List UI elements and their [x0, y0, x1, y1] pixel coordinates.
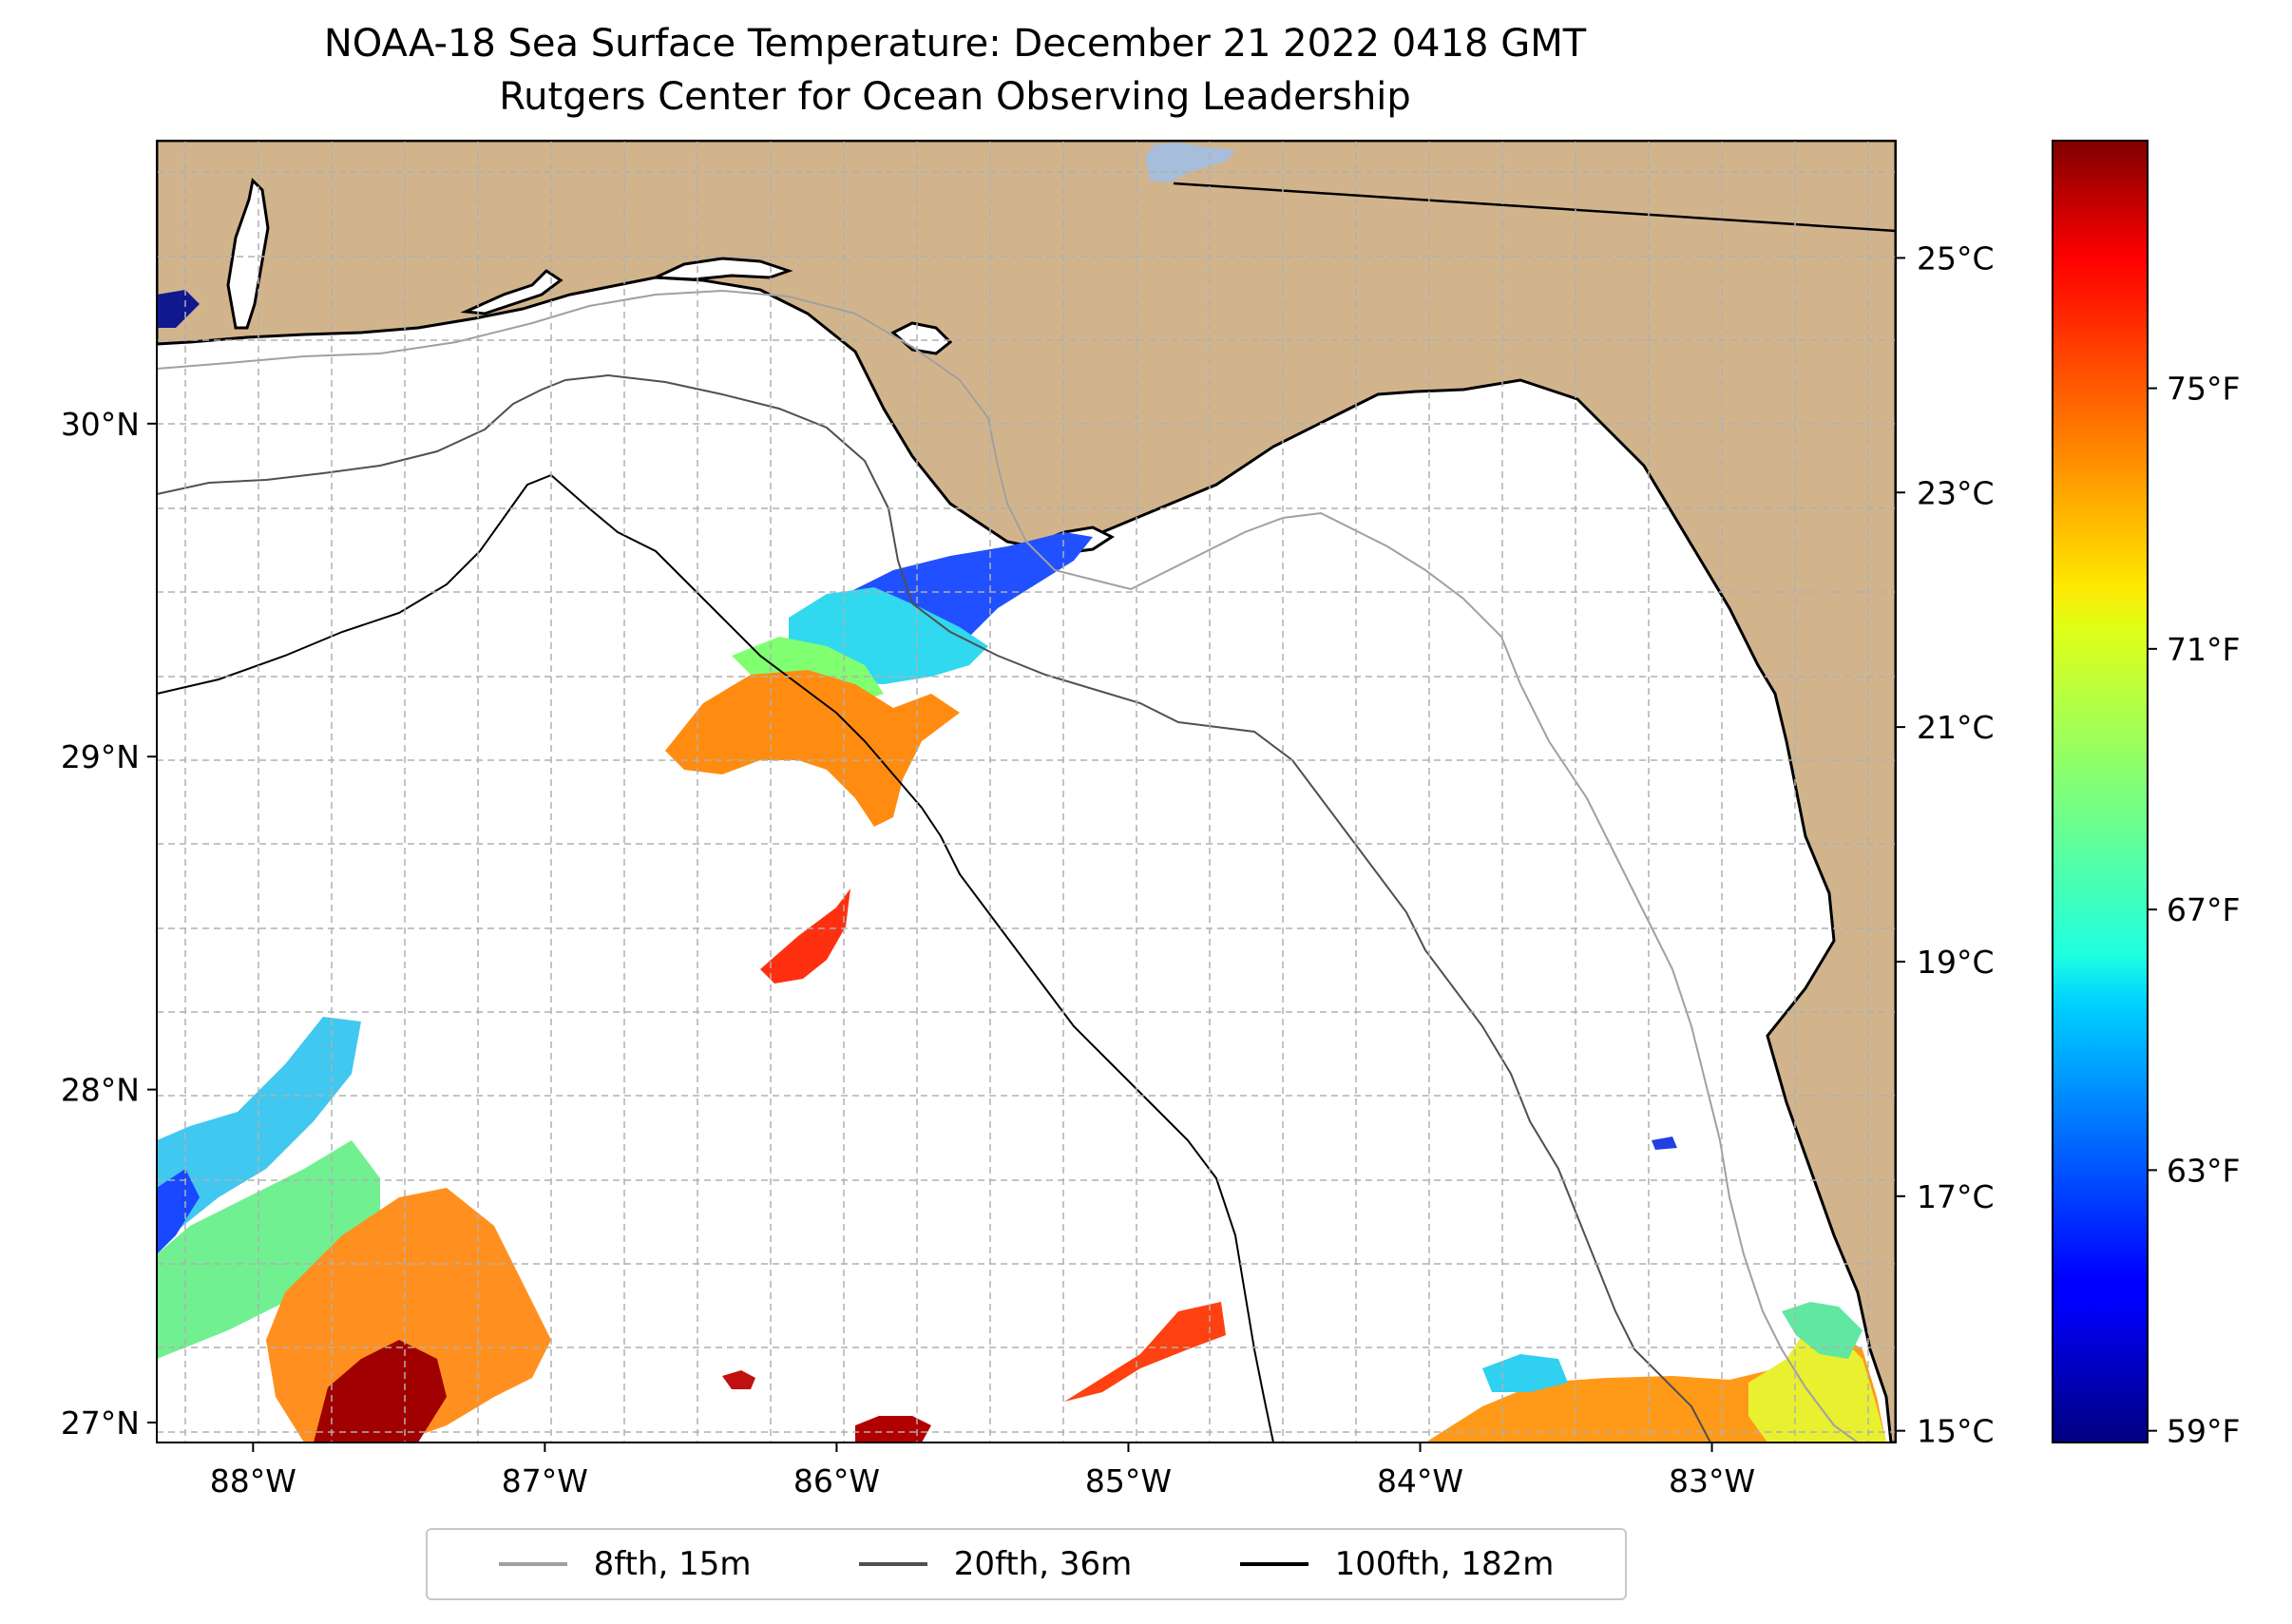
celsius-tick-label: 25°C	[1917, 239, 1995, 277]
gridlines	[157, 141, 1896, 1442]
mobile-bay	[226, 177, 270, 330]
celsius-tick-label: 21°C	[1917, 709, 1995, 746]
sst-patch-south-small	[855, 1416, 931, 1442]
st-andrews-bay	[890, 321, 953, 355]
fahrenheit-tick-label: 59°F	[2167, 1413, 2240, 1450]
map-title: NOAA-18 Sea Surface Temperature: Decembe…	[323, 22, 1587, 66]
lon-tick-label: 86°W	[793, 1462, 880, 1500]
sst-patch-south-streak	[1064, 1302, 1226, 1402]
lat-tick-label: 29°N	[61, 738, 140, 775]
celsius-tick-label: 17°C	[1917, 1178, 1995, 1215]
sst-patch-orange-north	[665, 670, 960, 827]
sst-patch-southwest-hot	[314, 1340, 447, 1442]
sst-patch-north-blue-bay	[157, 290, 200, 328]
state-boundary	[1173, 182, 1896, 233]
legend-label-100fth: 100fth, 182m	[1334, 1545, 1555, 1583]
fahrenheit-tick-label: 75°F	[2167, 371, 2240, 408]
legend-swatch-100fth	[1239, 1562, 1308, 1566]
choctawhatchee-bay	[655, 257, 793, 281]
sst-patch-red-streak	[760, 888, 850, 984]
inland-lake	[1145, 143, 1235, 182]
legend-label-8fth: 8fth, 15m	[593, 1545, 752, 1583]
sst-patch-southwest-green	[157, 1140, 380, 1359]
map-frame	[156, 140, 1897, 1443]
contour-8fth	[157, 289, 1859, 1442]
sst-patch-southeast-cyan	[1482, 1354, 1568, 1392]
fahrenheit-tick-label: 63°F	[2167, 1152, 2240, 1189]
lon-tick-label: 87°W	[502, 1462, 588, 1500]
legend-label-20fth: 20fth, 36m	[953, 1545, 1133, 1583]
legend-swatch-8fth	[498, 1562, 567, 1566]
sst-patch-southwest-warm	[266, 1188, 551, 1442]
celsius-tick-label: 23°C	[1917, 474, 1995, 511]
contour-legend: 8fth, 15m 20fth, 36m 100fth, 182m	[426, 1528, 1627, 1600]
fahrenheit-tick-label: 67°F	[2167, 891, 2240, 928]
colorbar-celsius-axis: 15°C 17°C 19°C 21°C 23°C 25°C	[1896, 239, 1995, 1450]
legend-item-100fth: 100fth, 182m	[1239, 1545, 1555, 1583]
longitude-axis: 88°W 87°W 86°W 85°W 84°W 83°W	[210, 1442, 1755, 1500]
latitude-axis: 27°N 28°N 29°N 30°N	[61, 406, 157, 1442]
pensacola-bay	[460, 269, 563, 315]
sst-patch-south-tiny	[722, 1370, 755, 1389]
lat-tick-label: 28°N	[61, 1072, 140, 1109]
celsius-tick-label: 19°C	[1917, 944, 1995, 981]
celsius-tick-label: 15°C	[1917, 1413, 1995, 1450]
lon-tick-label: 88°W	[210, 1462, 296, 1500]
lon-tick-label: 84°W	[1377, 1462, 1463, 1500]
lat-tick-label: 27°N	[61, 1404, 140, 1442]
colorbar	[2052, 140, 2149, 1443]
lat-tick-label: 30°N	[61, 406, 140, 443]
legend-item-8fth: 8fth, 15m	[498, 1545, 752, 1583]
map-subtitle: Rutgers Center for Ocean Observing Leade…	[499, 75, 1411, 119]
contour-100fth	[157, 473, 1274, 1442]
sst-patch-southeast-green	[1782, 1302, 1862, 1359]
colorbar-fahrenheit-axis: 59°F 63°F 67°F 71°F 75°F	[2148, 371, 2240, 1450]
legend-swatch-20fth	[858, 1562, 927, 1566]
lon-tick-label: 83°W	[1669, 1462, 1755, 1500]
sst-patch-southeast-yellow	[1748, 1330, 1886, 1442]
sst-patch-southwest-blue	[157, 1169, 200, 1254]
legend-item-20fth: 20fth, 36m	[858, 1545, 1133, 1583]
lon-tick-label: 85°W	[1085, 1462, 1172, 1500]
sst-patch-east-tiny	[1652, 1137, 1677, 1150]
contour-20fth	[157, 373, 1711, 1442]
fahrenheit-tick-label: 71°F	[2167, 631, 2240, 668]
